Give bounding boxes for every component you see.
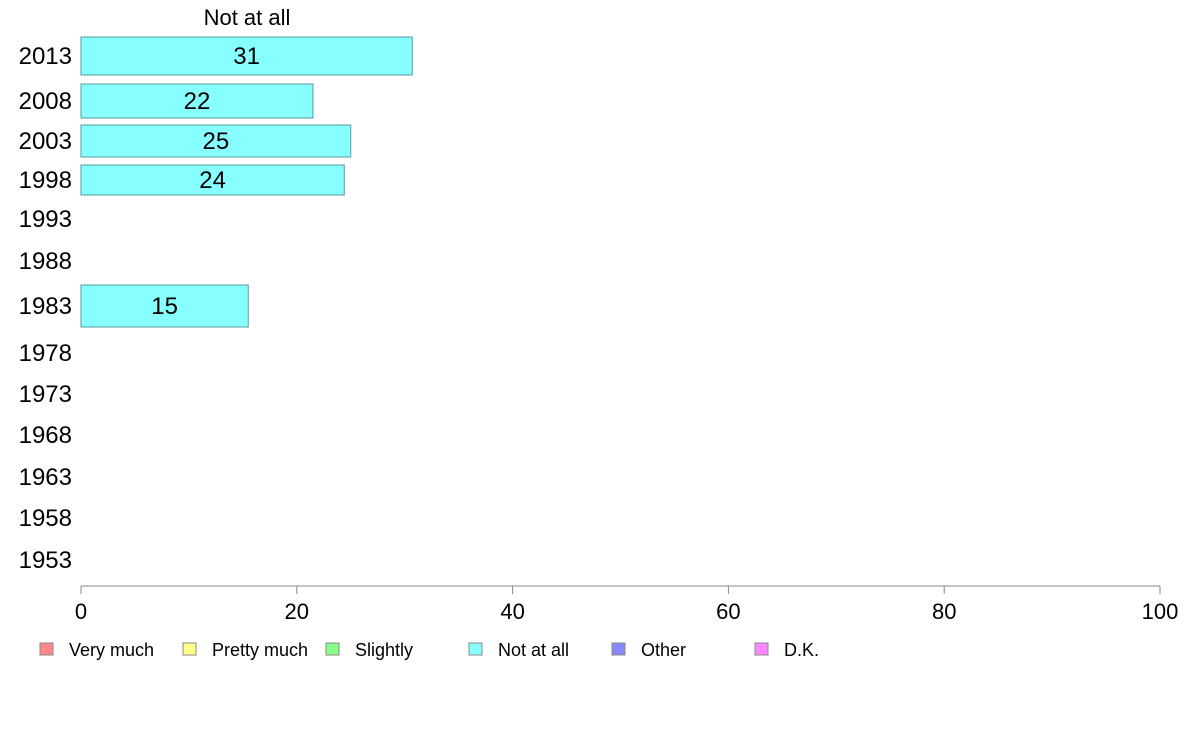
x-tick-label-100: 100: [1142, 599, 1179, 624]
x-tick-label-20: 20: [285, 599, 309, 624]
x-tick-label-60: 60: [716, 599, 740, 624]
year-label-1978: 1978: [19, 340, 72, 367]
year-label-1958: 1958: [19, 505, 72, 532]
legend-label-not-at-all: Not at all: [498, 640, 569, 660]
legend-swatch-slightly: [325, 642, 340, 656]
bar-label-1983: 15: [151, 293, 178, 320]
legend-label-other: Other: [641, 640, 686, 660]
bar-2008: [80, 83, 314, 119]
legend-swatch-very-much: [39, 642, 54, 656]
bar-2013: [80, 36, 413, 76]
legend-label-slightly: Slightly: [355, 640, 413, 660]
bar-1983: [80, 284, 249, 328]
x-axis: 0 20 40 60 80 100: [75, 585, 1179, 624]
year-label-1968: 1968: [19, 422, 72, 449]
year-label-1963: 1963: [19, 464, 72, 491]
series-title: Not at all: [204, 5, 291, 30]
x-tick-label-40: 40: [500, 599, 524, 624]
x-tick-label-0: 0: [75, 599, 87, 624]
year-label-1998: 1998: [19, 167, 72, 194]
legend-swatch-d-k: [754, 642, 769, 656]
legend-swatch-not-at-all: [468, 642, 483, 656]
bar-label-2008: 22: [184, 88, 211, 115]
x-tick-label-80: 80: [932, 599, 956, 624]
bar-label-2003: 25: [203, 128, 230, 155]
legend: Very much Pretty much Slightly Not at all Ot…: [39, 640, 819, 660]
year-label-1953: 1953: [19, 547, 72, 574]
bar-2003: [80, 124, 352, 158]
year-label-2003: 2003: [19, 128, 72, 155]
bar-label-2013: 31: [233, 43, 260, 70]
year-labels: 2013 2008 2003 1998 1993 1988 1983 1978 1973 1968…: [19, 43, 72, 574]
legend-swatch-other: [611, 642, 626, 656]
year-label-1983: 1983: [19, 293, 72, 320]
legend-label-very-much: Very much: [69, 640, 154, 660]
legend-label-pretty-much: Pretty much: [212, 640, 308, 660]
year-label-1988: 1988: [19, 248, 72, 275]
bar-labels: 31 22 25 24 15: [151, 43, 260, 320]
bars: [80, 36, 413, 328]
year-label-2008: 2008: [19, 88, 72, 115]
legend-label-d-k: D.K.: [784, 640, 819, 660]
legend-swatch-pretty-much: [182, 642, 197, 656]
bar-1998: [80, 164, 345, 196]
bar-label-1998: 24: [199, 167, 226, 194]
year-label-2013: 2013: [19, 43, 72, 70]
year-label-1973: 1973: [19, 381, 72, 408]
year-label-1993: 1993: [19, 206, 72, 233]
